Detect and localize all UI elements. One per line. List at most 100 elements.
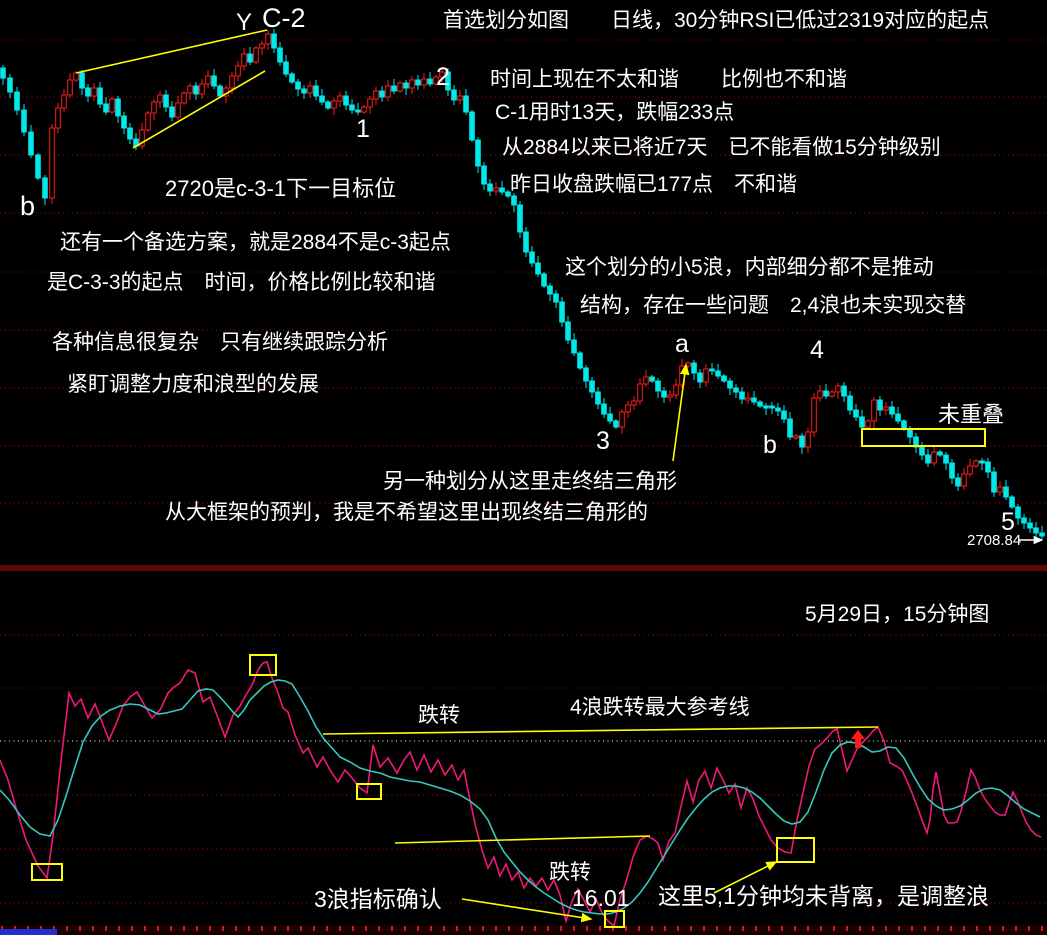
down-candle-body (925, 454, 931, 464)
down-candle-body (85, 87, 91, 97)
down-candle-body (295, 81, 301, 90)
annotation-arrow (672, 363, 690, 462)
up-candle-body (175, 102, 181, 118)
up-candle-body (253, 47, 259, 63)
wave-label: 未重叠 (938, 402, 1004, 427)
wave-label: C-2 (262, 3, 306, 33)
up-candle-body (373, 90, 379, 100)
annotation-text: C-1用时13天，跌幅233点 (495, 101, 734, 124)
highlight-box (31, 863, 63, 881)
annotation-text: 结构，存在一些问题 2,4浪也未实现交替 (580, 294, 966, 317)
up-candle-body (157, 94, 163, 103)
down-candle-body (487, 183, 493, 192)
up-candle-body (805, 431, 811, 448)
axis-selection-bar[interactable] (0, 929, 57, 935)
down-candle-body (21, 109, 27, 133)
down-candle-body (451, 89, 457, 101)
down-candle-body (889, 406, 895, 415)
down-candle-body (127, 127, 133, 140)
down-candle-body (511, 195, 517, 206)
down-candle-body (583, 367, 589, 382)
wave-label: a (675, 330, 689, 358)
up-candle-body (835, 385, 841, 393)
down-candle-body (1021, 517, 1027, 524)
up-candle-body (829, 391, 835, 397)
up-candle-body (265, 33, 271, 45)
panel-separator[interactable] (0, 565, 1047, 571)
down-candle-body (35, 154, 41, 179)
down-candle-body (1003, 486, 1009, 498)
down-candle-body (529, 251, 535, 264)
down-candle-body (283, 61, 289, 75)
up-candle-body (61, 94, 67, 109)
wave-label: 5 (1001, 508, 1015, 536)
annotation-text: 时间上现在不太和谐 比例也不和谐 (490, 68, 847, 91)
annotation-text: 跌转 (549, 861, 591, 884)
down-candle-body (799, 435, 805, 448)
slow-line (0, 679, 1041, 915)
trend-line (322, 726, 879, 735)
highlight-box (776, 837, 815, 863)
down-candle-body (379, 90, 385, 98)
annotation-text: 3浪指标确认 (314, 886, 442, 912)
annotation-text: 昨日收盘跌幅已177点 不和谐 (510, 173, 797, 196)
up-candle-body (67, 79, 73, 96)
annotation-text: 从2884以来已将近7天 已不能看做15分钟级别 (502, 136, 941, 159)
annotation-text: 另一种划分从这里走终结三角形 (383, 470, 677, 493)
down-candle-body (97, 87, 103, 105)
highlight-box (604, 910, 625, 928)
down-candle-body (709, 368, 715, 372)
annotation-text: 这个划分的小5浪，内部细分都不是推动 (565, 256, 934, 279)
up-candle-body (811, 397, 817, 433)
wave-label: b (763, 431, 777, 459)
up-candle-body (361, 106, 367, 113)
down-candle-body (193, 85, 199, 95)
down-candle-body (733, 387, 739, 393)
down-candle-body (655, 380, 661, 392)
down-candle-body (649, 376, 655, 382)
up-candle-body (331, 100, 337, 109)
up-candle-body (997, 486, 1003, 493)
wave-label: 2 (436, 63, 450, 91)
down-candle-body (42, 177, 48, 199)
down-candle-body (28, 131, 34, 156)
highlight-box (249, 654, 277, 676)
fast-line (0, 661, 1042, 928)
down-candle-body (349, 104, 355, 111)
down-candle-body (751, 397, 757, 403)
down-candle-body (823, 390, 829, 397)
down-candle-body (553, 293, 559, 303)
down-candle-body (121, 115, 127, 129)
up-candle-body (385, 85, 391, 98)
down-candle-body (463, 95, 469, 113)
annotation-text: 紧盯调整力度和浪型的发展 (67, 373, 319, 396)
annotation-text: 各种信息很复杂 只有继续跟踪分析 (52, 331, 388, 354)
annotation-text: 4浪跌转最大参考线 (570, 696, 750, 719)
down-candle-body (169, 106, 175, 118)
highlight-box (861, 428, 986, 447)
down-candle-body (601, 403, 607, 415)
up-candle-body (205, 75, 211, 85)
down-candle-body (217, 85, 223, 97)
up-candle-body (439, 71, 445, 78)
down-candle-body (559, 301, 565, 323)
down-candle-body (715, 370, 721, 377)
up-candle-body (817, 390, 823, 399)
down-candle-body (1033, 527, 1039, 534)
trend-line (132, 70, 266, 149)
down-candle-body (163, 94, 169, 108)
up-candle-body (187, 85, 193, 94)
up-candle-body (637, 383, 643, 402)
wave-label: b (20, 191, 35, 221)
up-candle-body (55, 107, 61, 129)
down-candle-body (499, 187, 505, 193)
up-candle-body (181, 92, 187, 104)
down-candle-body (301, 88, 307, 94)
up-candle-body (151, 101, 157, 114)
down-candle-body (475, 139, 481, 167)
up-candle-body (967, 465, 973, 475)
down-candle-body (775, 407, 781, 412)
up-candle-body (145, 112, 151, 131)
down-candle-body (859, 416, 865, 428)
